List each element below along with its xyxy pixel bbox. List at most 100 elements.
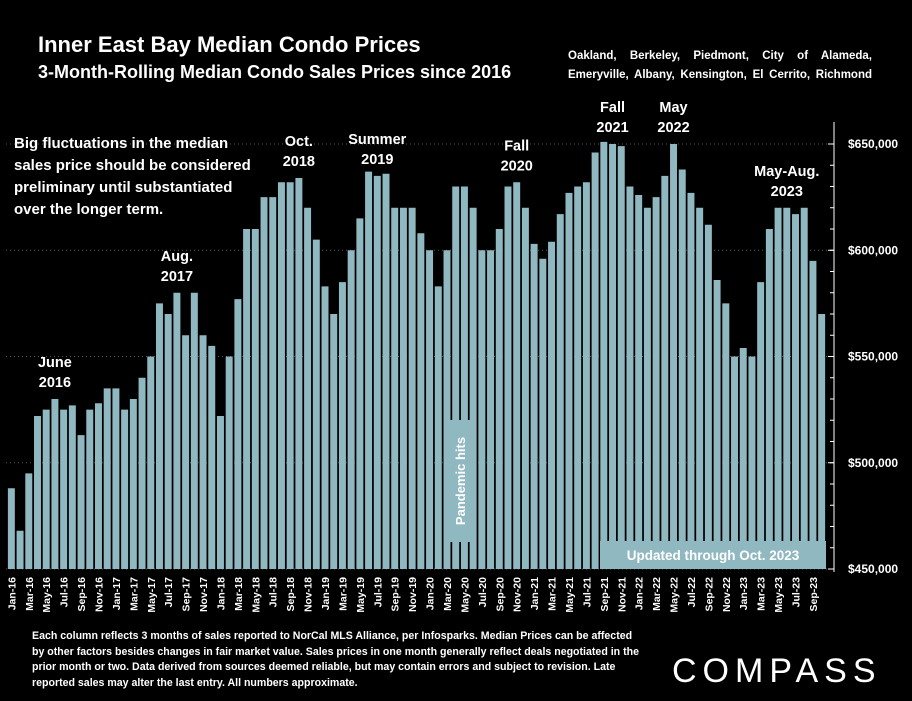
bar [495,229,503,569]
bar [713,280,721,569]
x-tick-label: Mar-18 [233,577,245,611]
bar [60,409,68,569]
bar [138,377,146,569]
bar [277,182,285,569]
bar [800,207,808,569]
bar [234,299,242,569]
bar [539,258,547,569]
x-tick-label: Jul-22 [686,577,698,608]
x-tick-label: Nov-20 [512,577,524,612]
bar-annotation: May 2022 [657,100,689,136]
x-tick-label: May-20 [459,577,471,613]
bar [565,192,573,569]
bar [643,207,651,569]
bar-annotation: Summer 2019 [348,132,406,168]
bar [321,286,329,569]
bar [600,141,608,569]
x-tick-label: Jan-19 [320,577,332,610]
bar [748,356,756,569]
x-tick-label: Sep-21 [599,577,611,612]
y-tick-label: $550,000 [848,350,898,364]
bar [399,207,407,569]
bar [312,239,320,569]
bar [408,207,416,569]
x-tick-label: Jul-20 [477,577,489,608]
compass-logo: COMPASS [672,652,882,690]
bar-annotation: Fall 2021 [596,100,628,136]
x-tick-label: Jan-16 [6,577,18,610]
x-tick-label: Jul-23 [791,577,803,608]
bar-annotation: June 2016 [38,355,72,391]
bar [426,250,434,569]
bar [478,250,486,569]
bar [347,250,355,569]
bar [260,197,268,569]
chart-subtitle: 3-Month-Rolling Median Condo Sales Price… [38,62,512,82]
x-tick-label: Jan-18 [215,577,227,610]
bar [295,178,303,569]
bar [452,186,460,569]
bar [434,286,442,569]
bar [286,182,294,569]
x-tick-label: Mar-21 [547,577,559,611]
bar [530,243,538,569]
bar [687,192,695,569]
cities-line-1: Oakland, Berkeley, Piedmont, City of Ala… [568,50,872,62]
bar [818,314,826,569]
x-tick-label: Sep-17 [181,577,193,612]
x-tick-label: May-23 [773,577,785,613]
bar [34,416,41,569]
x-tick-label: Jan-22 [634,577,646,610]
pandemic-box [445,420,473,542]
bar [722,303,730,569]
pandemic-label: Pandemic hits [453,437,468,525]
x-tick-label: Nov-19 [407,577,419,612]
x-tick-label: Sep-18 [285,577,297,612]
bar [330,314,338,569]
bar [617,146,625,569]
x-tick-label: May-16 [41,577,53,613]
x-tick-label: Nov-17 [198,577,210,612]
bar [338,282,346,569]
x-tick-label: Jul-17 [163,577,175,608]
bar [487,250,495,569]
bar [51,399,59,569]
bar-annotation: May-Aug. 2023 [754,164,819,200]
bar [765,229,773,569]
x-tick-label: Mar-16 [24,577,36,611]
bar [678,169,686,569]
bar [86,409,94,569]
bar [112,388,120,569]
bar [147,356,155,569]
x-tick-label: Nov-18 [303,577,315,612]
x-tick-label: Sep-23 [808,577,820,612]
x-tick-label: Nov-22 [721,577,733,612]
bar [164,314,172,569]
bar [173,292,181,569]
x-tick-label: Mar-22 [651,577,663,611]
x-tick-label: Mar-20 [442,577,454,611]
cities-line-2: Emeryville, Albany, Kensington, El Cerri… [568,69,872,81]
x-tick-label: Jan-23 [738,577,750,610]
bar [757,282,765,569]
bar [731,356,739,569]
x-tick-label: May-22 [669,577,681,613]
bar [182,335,190,569]
y-tick-label: $650,000 [848,137,898,151]
bar [783,207,791,569]
x-tick-label: Nov-16 [93,577,105,612]
bar [460,186,468,569]
bar [704,224,712,569]
bar [696,207,704,569]
x-tick-label: Jul-16 [59,577,71,608]
bar [16,530,24,569]
x-tick-label: Jan-17 [111,577,123,610]
bar [199,335,207,569]
bar [243,229,251,569]
bar [365,171,373,569]
y-tick-label: $450,000 [848,562,898,576]
bar [513,182,521,569]
x-tick-label: Jul-18 [268,577,280,608]
bar-annotation: Oct. 2018 [283,134,315,170]
bar [208,345,216,569]
